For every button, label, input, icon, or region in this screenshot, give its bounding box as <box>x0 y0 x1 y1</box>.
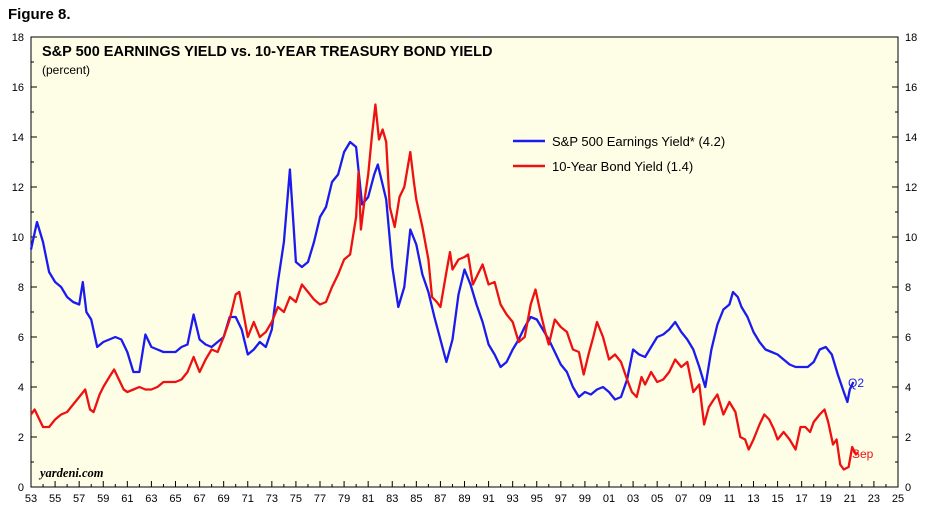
x-tick-label: 63 <box>145 493 157 505</box>
y-tick-label-right: 16 <box>905 82 917 94</box>
x-tick-label: 73 <box>266 493 278 505</box>
y-tick-label-right: 12 <box>905 182 917 194</box>
x-tick-label: 65 <box>169 493 181 505</box>
y-tick-label-right: 2 <box>905 432 911 444</box>
chart-title: S&P 500 EARNINGS YIELD vs. 10-YEAR TREAS… <box>42 44 492 60</box>
x-tick-label: 09 <box>699 493 711 505</box>
y-tick-label-right: 10 <box>905 232 917 244</box>
x-tick-label: 93 <box>507 493 519 505</box>
x-tick-label: 97 <box>555 493 567 505</box>
y-tick-label-right: 18 <box>905 32 917 44</box>
series-layer <box>29 103 860 471</box>
y-tick-label-left: 10 <box>12 232 24 244</box>
y-tick-label-left: 18 <box>12 32 24 44</box>
series-end-label-sep: Sep <box>852 447 874 461</box>
x-tick-label: 79 <box>338 493 350 505</box>
x-axis: 53 55 57 59 61 63 65 67 69 71 73 75 77 79 81 83 85 87 89 91… <box>25 481 904 505</box>
x-tick-label: 81 <box>362 493 374 505</box>
x-tick-label: 85 <box>410 493 422 505</box>
x-tick-label: 69 <box>218 493 230 505</box>
x-tick-label: 67 <box>193 493 205 505</box>
x-tick-label: 05 <box>651 493 663 505</box>
x-tick-label: 99 <box>579 493 591 505</box>
x-tick-label: 95 <box>531 493 543 505</box>
x-tick-label: 59 <box>97 493 109 505</box>
x-tick-label: 77 <box>314 493 326 505</box>
x-tick-label: 19 <box>820 493 832 505</box>
y-tick-label-right: 8 <box>905 282 911 294</box>
x-tick-label: 61 <box>121 493 133 505</box>
x-tick-label: 75 <box>290 493 302 505</box>
x-tick-label: 87 <box>434 493 446 505</box>
x-tick-label: 15 <box>771 493 783 505</box>
x-tick-label: 21 <box>844 493 856 505</box>
y-tick-label-left: 0 <box>18 482 24 494</box>
legend-label-earnings-yield: S&P 500 Earnings Yield* (4.2) <box>552 134 725 149</box>
x-tick-label: 83 <box>386 493 398 505</box>
x-tick-label: 13 <box>747 493 759 505</box>
chart-subtitle: (percent) <box>42 63 90 77</box>
source-label: yardeni.com <box>38 466 104 480</box>
y-tick-label-left: 6 <box>18 332 24 344</box>
y-tick-label-left: 16 <box>12 82 24 94</box>
series-line-earnings-yield <box>29 140 855 404</box>
x-tick-label: 07 <box>675 493 687 505</box>
x-tick-label: 89 <box>458 493 470 505</box>
x-tick-label: 57 <box>73 493 85 505</box>
y-axis-right: 0 2 4 6 8 10 12 14 16 18 <box>892 32 917 494</box>
x-tick-label: 91 <box>482 493 494 505</box>
y-tick-label-left: 14 <box>12 132 24 144</box>
series-end-label-q2: Q2 <box>848 376 864 390</box>
y-tick-label-right: 14 <box>905 132 917 144</box>
x-tick-label: 71 <box>242 493 254 505</box>
y-tick-label-left: 4 <box>18 382 24 394</box>
y-axis-left: 0 2 4 6 8 10 12 14 16 18 <box>12 32 37 494</box>
y-tick-label-right: 0 <box>905 482 911 494</box>
y-tick-label-left: 2 <box>18 432 24 444</box>
y-tick-label-right: 4 <box>905 382 911 394</box>
figure-label: Figure 8. <box>8 6 71 23</box>
y-tick-label-left: 8 <box>18 282 24 294</box>
x-tick-label: 55 <box>49 493 61 505</box>
series-line-bond-yield <box>30 103 860 471</box>
x-tick-label: 01 <box>603 493 615 505</box>
x-tick-label: 17 <box>796 493 808 505</box>
x-tick-label: 23 <box>868 493 880 505</box>
legend: S&P 500 Earnings Yield* (4.2) 10-Year Bo… <box>513 134 725 174</box>
x-tick-label: 11 <box>724 493 735 505</box>
legend-label-bond-yield: 10-Year Bond Yield (1.4) <box>552 159 693 174</box>
x-tick-label: 25 <box>892 493 904 505</box>
y-tick-label-left: 12 <box>12 182 24 194</box>
x-tick-label: 03 <box>627 493 639 505</box>
x-tick-label: 53 <box>25 493 37 505</box>
y-tick-label-right: 6 <box>905 332 911 344</box>
